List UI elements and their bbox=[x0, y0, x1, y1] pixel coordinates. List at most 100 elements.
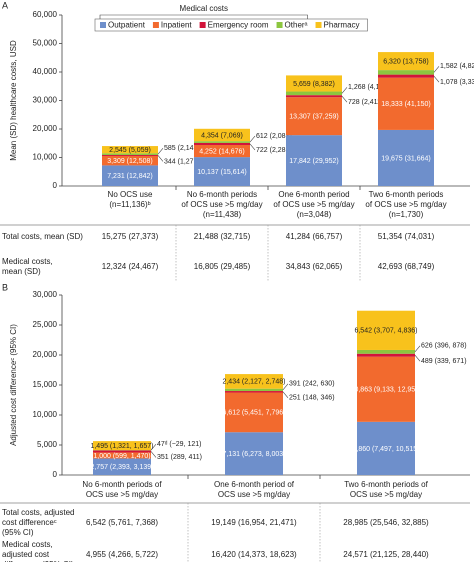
x-tick-label: One 6-month period of OCS use >5 mg/day bbox=[213, 480, 295, 499]
y-axis-title: Adjusted cost differenceᶜ (95% CI) bbox=[9, 324, 18, 446]
legend-box bbox=[94, 18, 368, 32]
bar-segment bbox=[102, 165, 158, 186]
leader-line bbox=[341, 95, 348, 103]
leader-line bbox=[414, 355, 421, 362]
data-label: 489 (339, 671) bbox=[421, 358, 467, 365]
bar-segment bbox=[357, 353, 415, 357]
bar-segment bbox=[102, 153, 158, 155]
data-label: 1,582 (4,829) bbox=[440, 63, 474, 70]
leader-line bbox=[433, 66, 440, 73]
table-row-label: Medical costs, mean (SD) bbox=[2, 257, 53, 276]
bar-segment bbox=[286, 91, 342, 96]
leader-line bbox=[249, 135, 256, 143]
data-label: 728 (2,411) bbox=[348, 99, 383, 106]
data-label: 351 (289, 411) bbox=[157, 454, 202, 461]
legend-swatch bbox=[276, 22, 283, 28]
data-label: 5,659 (8,382) bbox=[293, 81, 335, 88]
data-label: 18,333 (41,150) bbox=[381, 101, 430, 108]
data-label: 10,863 (9,133, 12,954) bbox=[351, 387, 422, 394]
data-label: 13,307 (37,259) bbox=[289, 114, 338, 121]
data-label: 2,545 (5,059) bbox=[109, 147, 151, 154]
legend-swatch bbox=[199, 22, 206, 28]
data-label: 612 (2,083) bbox=[256, 133, 292, 140]
bar-segment bbox=[194, 141, 250, 143]
bar-segment bbox=[378, 52, 434, 71]
data-label: 391 (242, 630) bbox=[289, 381, 335, 388]
data-label: 10,137 (15,614) bbox=[197, 169, 246, 176]
leader-line bbox=[150, 444, 157, 451]
y-tick-label: 10,000 bbox=[33, 153, 58, 162]
data-label: 6,542 (3,707, 4,836) bbox=[354, 328, 417, 335]
x-tick-label: No 6-month periods of OCS use >5 mg/day … bbox=[181, 190, 263, 219]
data-label: 1,078 (3,336) bbox=[440, 79, 474, 86]
data-label: 2,434 (2,127, 2,748) bbox=[222, 379, 285, 386]
table-cell: 28,985 (25,546, 32,885) bbox=[343, 518, 429, 527]
y-tick-label: 5,000 bbox=[37, 440, 58, 449]
y-tick-label: 30,000 bbox=[33, 290, 58, 299]
data-label: 19,675 (31,664) bbox=[381, 155, 430, 162]
table-cell: 51,354 (74,031) bbox=[377, 232, 435, 241]
y-tick-label: 50,000 bbox=[33, 39, 58, 48]
data-label: 47ᵈ (−29, 121) bbox=[157, 441, 201, 448]
data-label: 585 (2,149) bbox=[164, 145, 200, 152]
table-row-label: Medical costs, adjusted cost differenceᶜ… bbox=[2, 540, 74, 562]
data-label: 7,231 (12,842) bbox=[107, 173, 153, 180]
bar-segment bbox=[225, 391, 283, 393]
data-label: 722 (2,289) bbox=[256, 147, 292, 154]
table-cell: 4,955 (4,266, 5,722) bbox=[85, 550, 159, 559]
bar-segment bbox=[93, 441, 151, 451]
y-tick-label: 20,000 bbox=[33, 350, 58, 359]
data-label: 1,268 (4,112) bbox=[348, 84, 389, 91]
data-label: 6,612 (5,451, 7,796) bbox=[222, 410, 285, 417]
legend-group-title: Medical costs bbox=[180, 4, 228, 13]
bar-segment bbox=[102, 155, 158, 166]
x-tick-label: Two 6-month periods of OCS use >5 mg/day… bbox=[365, 190, 447, 219]
bar-segment bbox=[102, 154, 158, 156]
data-label: 4,354 (7,069) bbox=[201, 132, 243, 139]
panel-label: B bbox=[2, 282, 8, 292]
x-tick-label: No 6-month periods of OCS use >5 mg/day bbox=[82, 480, 162, 499]
bar-segment bbox=[357, 356, 415, 422]
y-tick-label: 10,000 bbox=[33, 410, 58, 419]
bar-segment bbox=[357, 421, 415, 475]
data-label: 7,131 (6,273, 8,003) bbox=[222, 451, 285, 458]
table-cell: 34,843 (62,065) bbox=[285, 262, 343, 271]
data-label: 251 (148, 346) bbox=[289, 395, 335, 402]
leader-line bbox=[282, 391, 289, 398]
bar-segment bbox=[357, 349, 415, 354]
legend-bracket bbox=[99, 14, 308, 19]
bar-segment bbox=[378, 74, 434, 78]
bar-segment bbox=[378, 129, 434, 186]
table-cell: 19,149 (16,954, 21,471) bbox=[211, 518, 297, 527]
bar-segment bbox=[225, 374, 283, 389]
bar-segment bbox=[286, 95, 342, 98]
bar-segment bbox=[225, 388, 283, 392]
bar-segment bbox=[225, 432, 283, 475]
data-label: 3,309 (12,508) bbox=[107, 158, 153, 165]
y-tick-label: 40,000 bbox=[33, 67, 58, 76]
y-tick-label: 60,000 bbox=[33, 10, 58, 19]
table-cell: 41,284 (66,757) bbox=[285, 232, 343, 241]
legend-label: Otherᵃ bbox=[285, 21, 309, 30]
data-label: 4,252 (14,676) bbox=[199, 148, 245, 155]
y-axis-title: Mean (SD) healthcare costs, USD bbox=[9, 40, 18, 161]
leader-line bbox=[433, 75, 440, 83]
y-tick-label: 0 bbox=[53, 470, 58, 479]
table-cell: 15,275 (27,373) bbox=[101, 232, 159, 241]
data-label: 17,842 (29,952) bbox=[289, 158, 338, 165]
data-label: 1,495 (1,321, 1,657) bbox=[90, 443, 153, 450]
y-tick-label: 0 bbox=[53, 181, 58, 190]
bar-segment bbox=[194, 142, 250, 145]
table-row-label: Total costs, mean (SD) bbox=[2, 232, 83, 241]
table-cell: 16,805 (29,485) bbox=[193, 262, 251, 271]
table-row-label: Total costs, adjusted cost differenceᶜ (… bbox=[2, 508, 75, 537]
legend-label: Inpatient bbox=[161, 21, 192, 30]
bar-segment bbox=[378, 77, 434, 130]
bar-segment bbox=[357, 310, 415, 350]
y-tick-label: 25,000 bbox=[33, 320, 58, 329]
y-tick-label: 15,000 bbox=[33, 380, 58, 389]
data-label: 6,320 (13,758) bbox=[383, 58, 429, 65]
bar-segment bbox=[286, 97, 342, 136]
bar-segment bbox=[194, 144, 250, 158]
